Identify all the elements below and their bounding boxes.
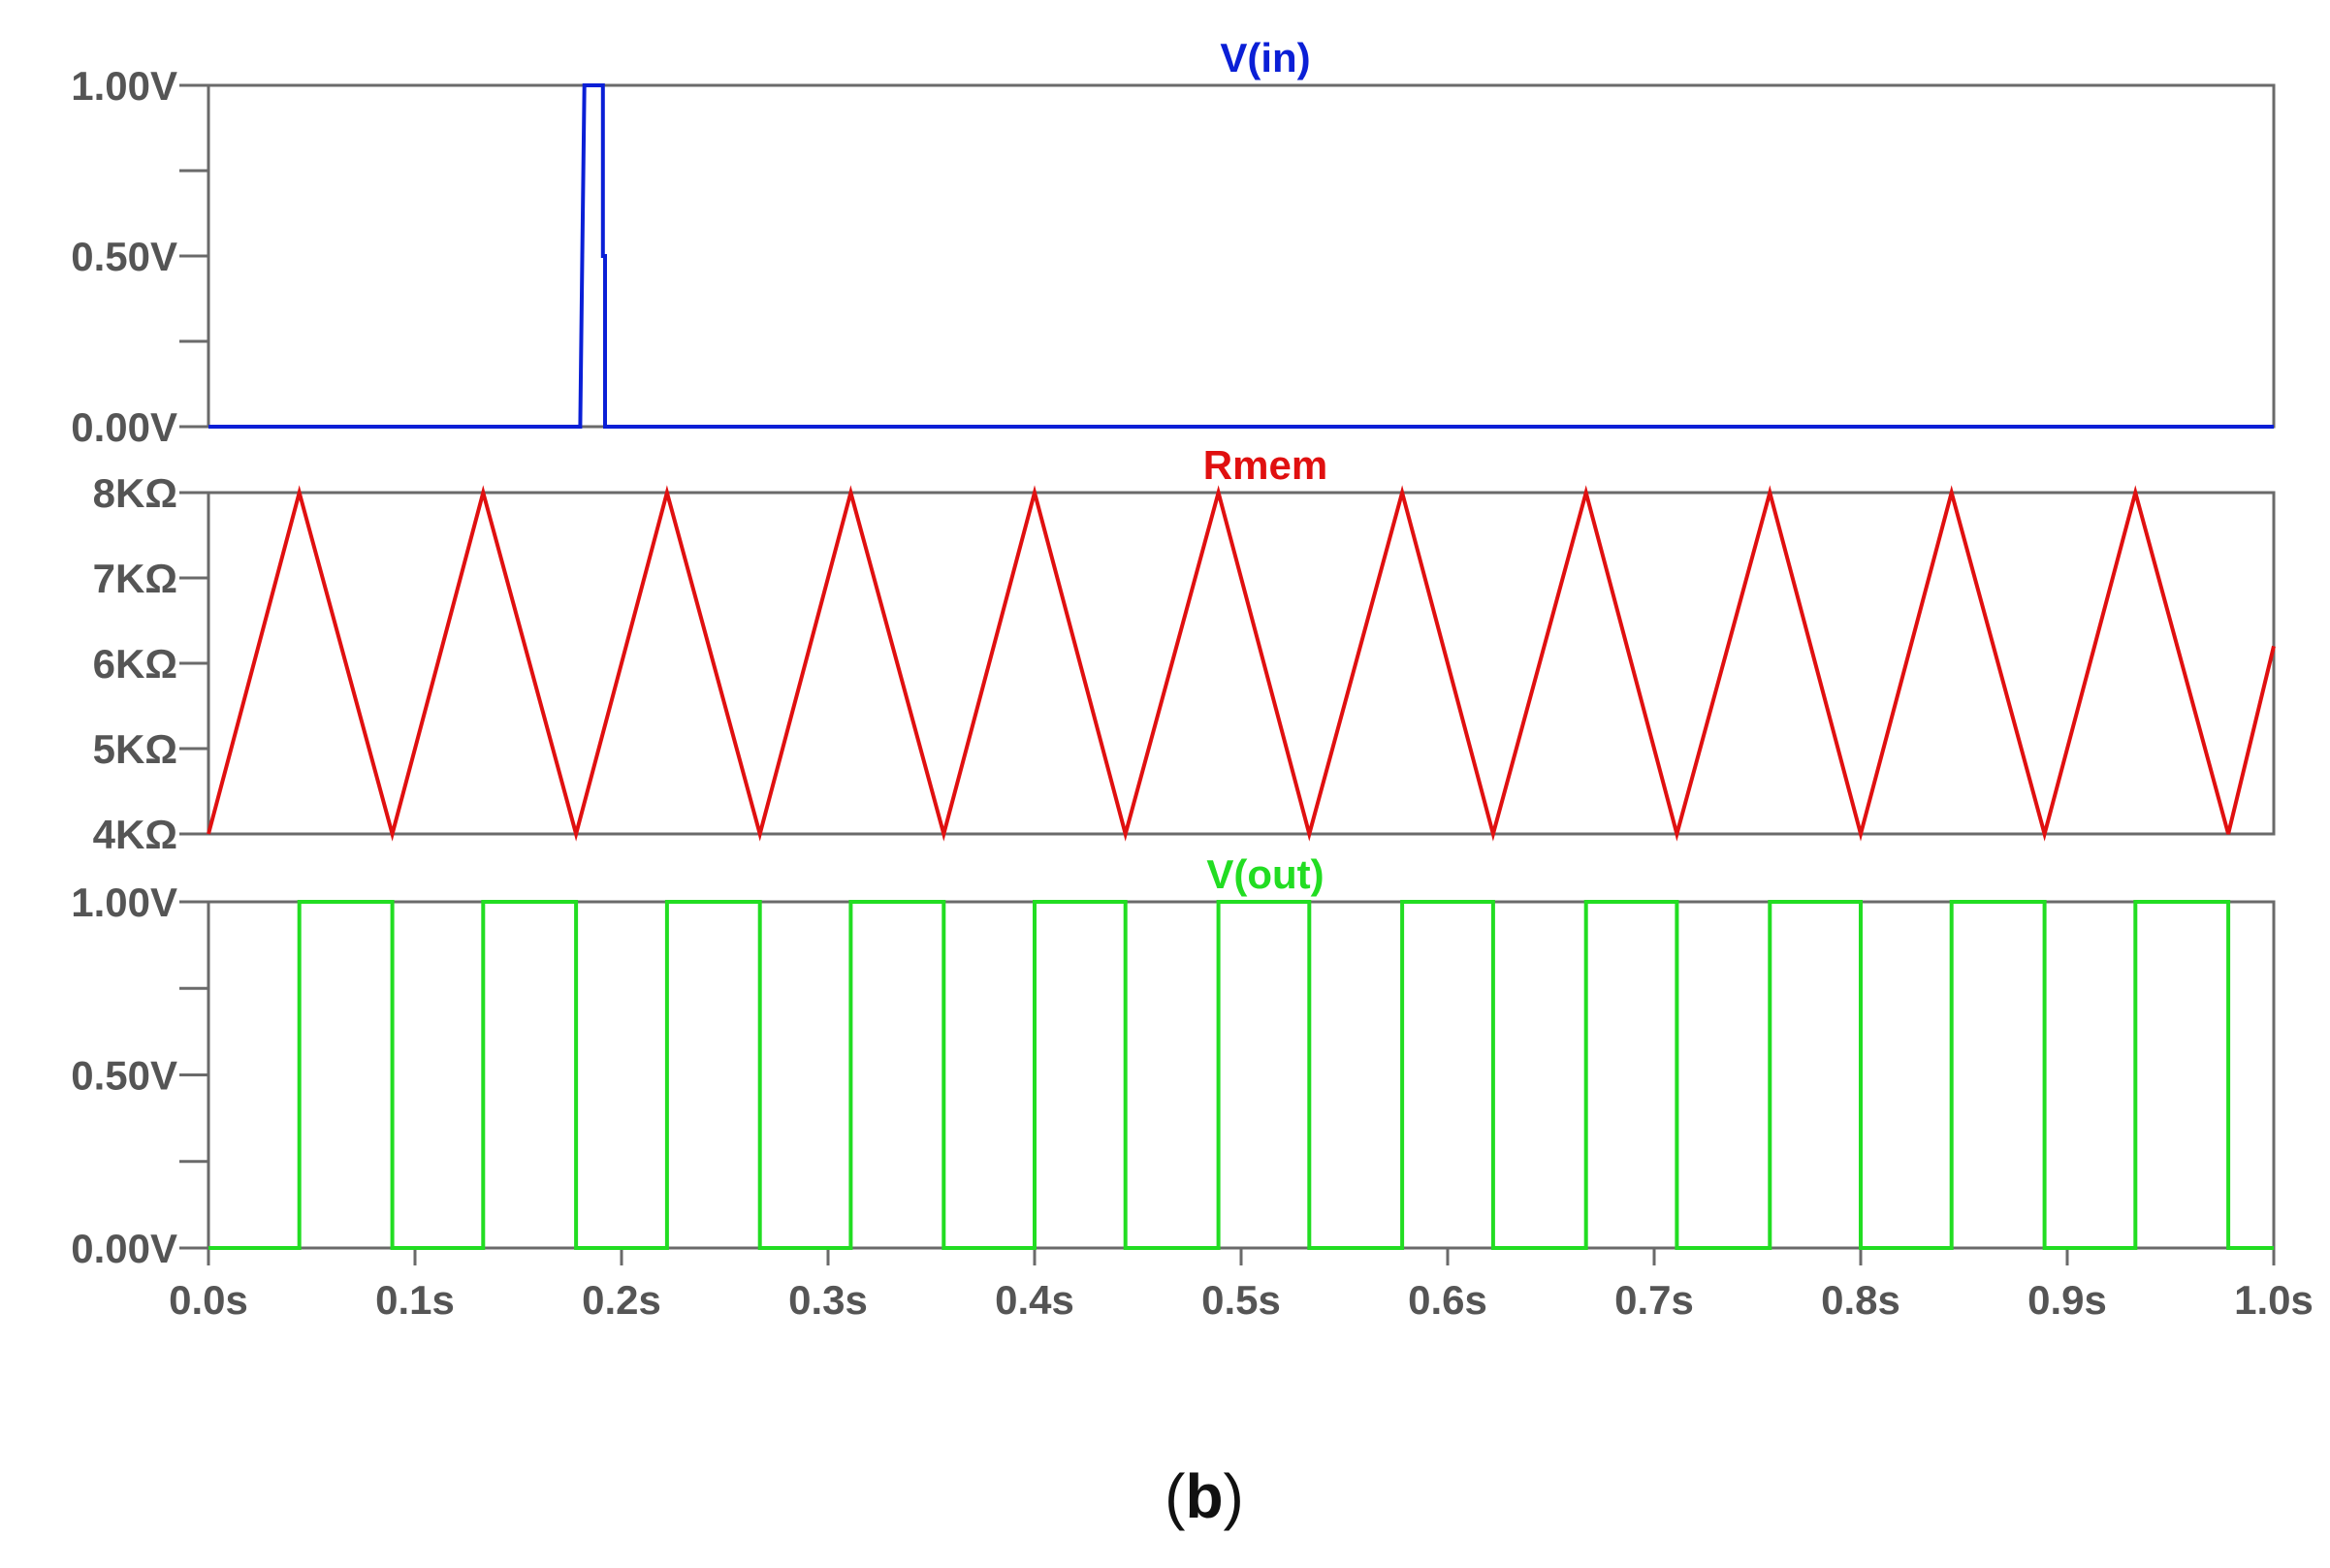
x-tick-label: 0.7s xyxy=(1614,1277,1694,1323)
y-tick-label: 0.50V xyxy=(71,1053,177,1099)
x-tick-label: 0.1s xyxy=(375,1277,455,1323)
y-tick-label: 1.00V xyxy=(71,880,177,925)
x-tick-label: 1.0s xyxy=(2234,1277,2314,1323)
panel-v-out: V(out) 0.00V 0.50V 1.00V 0.0s 0.1s 0.2s 0.3s 0.4… xyxy=(71,851,2314,1323)
y-tick-label: 4KΩ xyxy=(93,812,177,857)
x-tick-label: 0.0s xyxy=(169,1277,248,1323)
x-tick-label: 0.6s xyxy=(1408,1277,1487,1323)
plot-frame xyxy=(207,83,2276,429)
y-tick-label: 6KΩ xyxy=(93,641,177,687)
plot-frame xyxy=(207,900,2276,1250)
x-tick-label: 0.5s xyxy=(1201,1277,1281,1323)
y-tick-label: 5KΩ xyxy=(93,726,177,772)
plot-panels: V(in) 0.00V 0.50V 1.00V Rmem 4KΩ 5KΩ 6KΩ 7KΩ 8KΩ V… xyxy=(71,35,2314,1323)
panel-v-in: V(in) 0.00V 0.50V 1.00V xyxy=(71,35,2276,450)
y-tick-label: 0.00V xyxy=(71,1226,177,1271)
panel-title: V(in) xyxy=(1220,35,1310,80)
y-tick-label: 1.00V xyxy=(71,63,177,109)
y-tick-label: 8KΩ xyxy=(93,470,177,516)
x-tick-label: 0.4s xyxy=(995,1277,1074,1323)
y-tick-label: 7KΩ xyxy=(93,556,177,601)
x-tick-label: 0.9s xyxy=(2027,1277,2107,1323)
series-line-v-in xyxy=(208,83,2274,429)
figure-caption: (b) xyxy=(1165,1461,1244,1531)
x-tick-label: 0.2s xyxy=(582,1277,661,1323)
y-tick-label: 0.50V xyxy=(71,234,177,279)
panel-rmem: Rmem 4KΩ 5KΩ 6KΩ 7KΩ 8KΩ xyxy=(93,442,2276,857)
x-tick-label: 0.8s xyxy=(1821,1277,1900,1323)
panel-title: Rmem xyxy=(1203,442,1327,488)
panel-title: V(out) xyxy=(1206,851,1324,897)
y-tick-label: 0.00V xyxy=(71,404,177,450)
series-line-rmem xyxy=(207,485,2276,842)
series-line-v-out xyxy=(208,900,2274,1250)
x-tick-label: 0.3s xyxy=(788,1277,868,1323)
